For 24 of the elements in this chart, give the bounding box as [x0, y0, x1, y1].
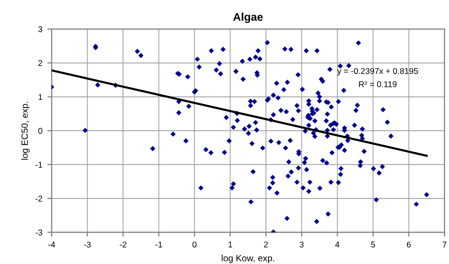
annotation: R² = 0.119 — [359, 81, 397, 88]
x-tick-label: 7 — [442, 242, 446, 248]
y-tick-label: 2 — [38, 60, 42, 66]
x-tick-label: -2 — [120, 242, 126, 248]
y-axis-title: log EC50, exp. — [21, 102, 30, 160]
x-tick-label: 0 — [192, 242, 196, 248]
x-tick-label: 3 — [300, 242, 304, 248]
annotation: y = -0.2397x + 0.8195 — [337, 68, 418, 76]
x-axis-title: log Kow, exp. — [222, 254, 274, 264]
chart-title: Algae — [233, 12, 263, 24]
x-tick-label: 1 — [228, 242, 232, 248]
y-tick-label: 3 — [38, 26, 42, 32]
x-tick-label: 2 — [264, 242, 268, 248]
y-tick-label: -2 — [36, 196, 42, 202]
x-tick-label: 6 — [406, 242, 411, 248]
y-tick-label: -3 — [36, 230, 42, 236]
y-tick-label: 1 — [38, 94, 42, 100]
x-tick-label: -3 — [84, 242, 91, 248]
x-tick-label: 5 — [371, 242, 376, 248]
x-tick-label: -4 — [48, 242, 56, 248]
y-tick-label: -1 — [36, 162, 42, 168]
x-tick-label: 4 — [335, 242, 340, 248]
y-tick-label: 0 — [38, 128, 42, 134]
x-tick-label: -1 — [155, 242, 162, 248]
